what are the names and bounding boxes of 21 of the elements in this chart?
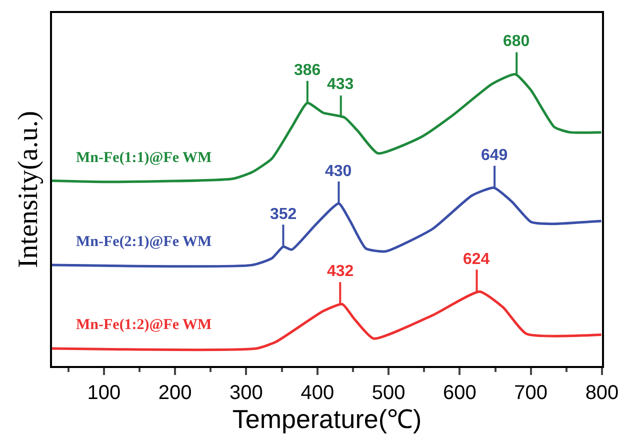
x-axis-title: Temperature(℃) (232, 404, 422, 434)
annotation: 430 (325, 163, 352, 180)
annotation: 433 (327, 76, 354, 93)
annotation: 624 (463, 251, 490, 268)
x-tick-label: 700 (514, 382, 548, 404)
y-axis-title: Intensity(a.u.) (13, 110, 44, 268)
annotation: 386 (294, 62, 321, 79)
x-tick-label: 100 (87, 382, 121, 404)
x-tick-label: 600 (443, 382, 476, 404)
annotation: 649 (481, 147, 508, 164)
annotation: 680 (503, 33, 530, 50)
x-tick-label: 200 (158, 382, 192, 404)
x-tick-label: 400 (300, 382, 334, 404)
series-label: Mn-Fe(1:1)@Fe WM (76, 150, 212, 166)
annotation: 432 (327, 263, 354, 280)
x-tick-label: 300 (230, 382, 263, 404)
annotation: 352 (270, 206, 297, 223)
x-tick-label: 800 (585, 382, 619, 404)
x-tick-label: 500 (372, 382, 406, 404)
series-label: Mn-Fe(1:2)@Fe WM (76, 317, 212, 333)
series-label: Mn-Fe(2:1)@Fe WM (76, 234, 212, 250)
